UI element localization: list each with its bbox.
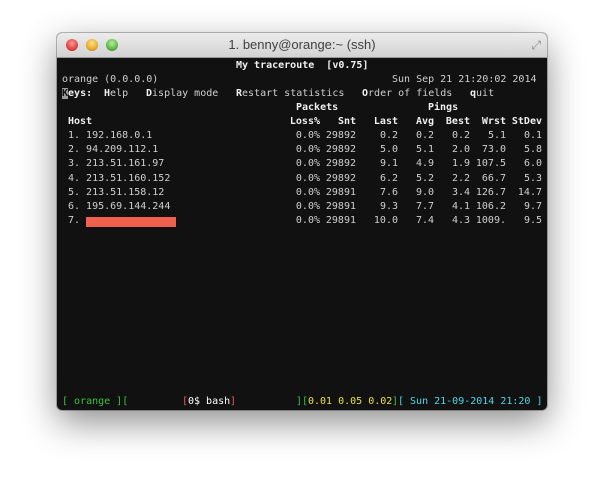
hop-snt: 29891: [325, 201, 356, 212]
terminal-content[interactable]: My traceroute [v0.75] orange (0.0.0.0) S…: [62, 57, 547, 410]
tmux-status-bar: [ orange ][ [ 0$ bash ] ][ 0.01 0.05 0.0…: [62, 395, 544, 409]
hop-snt: 29892: [325, 172, 356, 184]
close-button[interactable]: [66, 39, 78, 51]
hop-host: 2. 94.209.112.1: [68, 144, 159, 156]
hop-best: 4.3: [451, 215, 470, 227]
hop-loss: 0.0%: [295, 158, 320, 170]
hop-last: 6.2: [379, 172, 398, 184]
hop-wrst: 5.1: [487, 130, 506, 141]
fullscreen-icon[interactable]: ⤢: [531, 38, 541, 52]
hop-stdev: 9.5: [523, 215, 542, 227]
packets-header: Packets: [296, 102, 339, 113]
hop-avg: 4.9: [415, 158, 434, 170]
window-close-bracket: ]: [230, 396, 237, 407]
hop-loss: 0.0%: [295, 201, 320, 212]
hop-last: 7.6: [379, 186, 398, 198]
hop-wrst: 106.2: [475, 201, 506, 212]
hop-host: 4. 213.51.160.152: [68, 172, 171, 184]
hop-snt: 29892: [325, 144, 356, 156]
hop-best: 3.4: [451, 186, 470, 198]
hop-loss: 0.0%: [295, 172, 320, 184]
hop-best: 2.0: [451, 144, 470, 156]
key-display-mode[interactable]: Display mode: [146, 88, 219, 99]
key-help[interactable]: Help: [104, 88, 129, 99]
cursor: K: [62, 88, 69, 99]
column-header-last: Last: [373, 116, 398, 127]
datetime: Sun Sep 21 21:20:02 2014: [392, 74, 537, 85]
column-header-best: Best: [445, 116, 470, 127]
session-name: [ orange ][: [62, 396, 129, 407]
column-header-stdev: StDev: [511, 116, 542, 127]
pings-header: Pings: [428, 102, 459, 113]
load-average: 0.01 0.05 0.02: [308, 396, 393, 407]
hop-best: 2.2: [451, 172, 470, 184]
hop-last: 5.0: [379, 144, 398, 156]
hop-wrst: 1009.: [475, 215, 506, 227]
hop-snt: 29891: [325, 215, 356, 227]
redacted-hostname: [86, 217, 176, 228]
hop-loss: 0.0%: [295, 144, 320, 156]
minimize-button[interactable]: [86, 39, 98, 51]
hop-avg: 5.1: [415, 144, 434, 156]
mtr-title: My traceroute [v0.75]: [236, 60, 369, 71]
window-open-bracket: [: [182, 396, 189, 407]
hop-last: 10.0: [373, 215, 398, 227]
column-header-avg: Avg: [415, 116, 434, 127]
hop-loss: 0.0%: [295, 215, 320, 227]
hop-snt: 29892: [325, 130, 356, 141]
hop-avg: 0.2: [415, 130, 434, 141]
column-header-wrst: Wrst: [481, 116, 506, 127]
title-bar: 1. benny@orange:~ (ssh) ⤢: [57, 33, 547, 58]
hop-host: 6. 195.69.144.244: [68, 201, 171, 212]
key-restart-statistics[interactable]: Restart statistics: [236, 88, 345, 99]
hop-host: 7.: [68, 215, 81, 227]
hop-stdev: 6.0: [523, 158, 542, 170]
hop-stdev: 14.7: [517, 186, 542, 198]
window-tab[interactable]: 0$ bash: [188, 396, 231, 407]
hop-stdev: 5.3: [523, 172, 542, 184]
hop-last: 0.2: [379, 130, 398, 141]
keys-label: Keys:: [62, 88, 93, 99]
hop-avg: 5.2: [415, 172, 434, 184]
hop-best: 1.9: [451, 158, 470, 170]
hop-host: 1. 192.168.0.1: [68, 130, 153, 141]
hop-wrst: 66.7: [481, 172, 506, 184]
hop-stdev: 5.8: [523, 144, 542, 156]
hop-loss: 0.0%: [295, 130, 320, 141]
hop-wrst: 107.5: [475, 158, 506, 170]
clock: [ Sun 21-09-2014 21:20 ]: [398, 396, 543, 407]
window-title: 1. benny@orange:~ (ssh): [228, 37, 376, 52]
hop-avg: 9.0: [415, 186, 434, 198]
host-info: orange (0.0.0.0): [62, 74, 159, 85]
hop-best: 4.1: [451, 201, 470, 212]
hop-last: 9.3: [379, 201, 398, 212]
hop-wrst: 73.0: [481, 144, 506, 156]
column-header-host: Host: [68, 116, 93, 127]
hop-loss: 0.0%: [295, 186, 320, 198]
hop-last: 9.1: [379, 158, 398, 170]
terminal-window: 1. benny@orange:~ (ssh) ⤢ My traceroute …: [57, 33, 547, 410]
column-header-loss: Loss%: [289, 116, 320, 127]
column-header-snt: Snt: [337, 116, 356, 127]
hop-snt: 29891: [325, 186, 356, 198]
key-quit[interactable]: quit: [470, 88, 495, 99]
zoom-button[interactable]: [106, 39, 118, 51]
hop-snt: 29892: [325, 158, 356, 170]
key-order-of-fields[interactable]: Order of fields: [362, 88, 453, 99]
hop-stdev: 0.1: [523, 130, 542, 141]
hop-avg: 7.7: [415, 201, 434, 212]
hop-stdev: 9.7: [523, 201, 542, 212]
load-open-bracket: ][: [296, 396, 309, 407]
hop-avg: 7.4: [415, 215, 434, 227]
hop-best: 0.2: [451, 130, 470, 141]
hop-host: 5. 213.51.158.12: [68, 186, 165, 198]
hop-host: 3. 213.51.161.97: [68, 158, 165, 170]
hop-wrst: 126.7: [475, 186, 506, 198]
load-close-bracket: ]: [392, 396, 399, 407]
